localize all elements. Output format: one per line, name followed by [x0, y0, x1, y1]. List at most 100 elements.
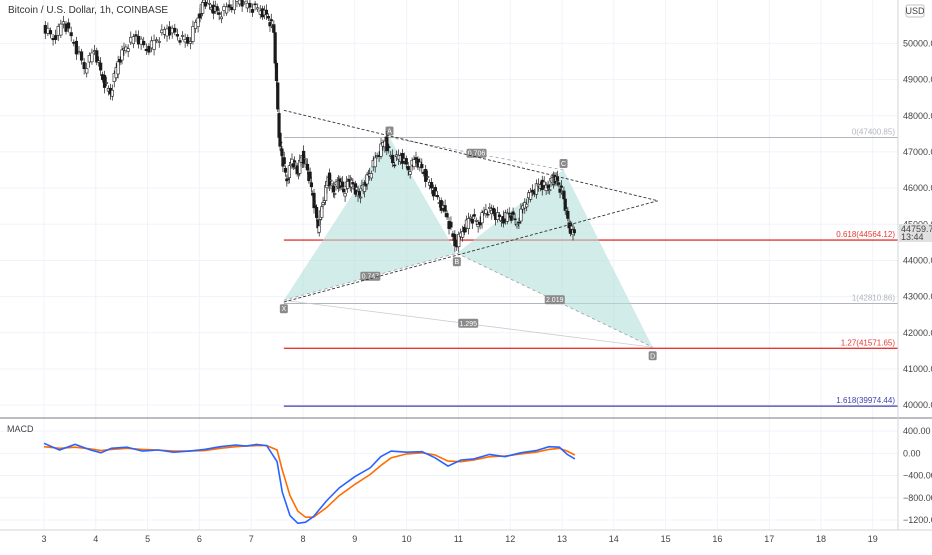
candle-body [449, 221, 453, 228]
triangle-upper-line [283, 109, 658, 202]
point-label: X [281, 306, 286, 313]
candle-body [534, 183, 539, 195]
candle-body [227, 4, 231, 8]
x-tick-label: 19 [868, 534, 878, 544]
current-price-value: 44759.78 [901, 224, 932, 234]
candle-body [486, 213, 490, 216]
candle-body [102, 74, 107, 88]
candle-body [492, 207, 496, 214]
candle-body [474, 219, 478, 222]
candle-body [429, 182, 434, 189]
candle-body [136, 35, 141, 45]
x-tick-label: 12 [505, 534, 515, 544]
candle-body [280, 148, 284, 156]
x-tick-label: 4 [93, 534, 98, 544]
candle-body [272, 24, 276, 33]
point-badge [648, 351, 657, 361]
candle-body [118, 59, 122, 63]
candle-body [420, 163, 424, 169]
candle-body [393, 164, 397, 167]
candle-body [77, 51, 81, 54]
candle-body [274, 62, 279, 81]
candle-body [116, 61, 120, 75]
candle-body [331, 185, 336, 193]
ratio-badge [466, 148, 487, 158]
candle-body [515, 223, 519, 227]
candle-body [478, 221, 482, 226]
macd-pane [43, 442, 576, 525]
x-tick-label: 15 [661, 534, 671, 544]
candle-body [196, 17, 200, 27]
candle-body [564, 208, 569, 211]
x-tick-label: 18 [816, 534, 826, 544]
candle-body [85, 68, 89, 74]
candle-body [248, 2, 252, 8]
candle-body [443, 205, 447, 212]
candle-body [424, 168, 428, 182]
current-price-tag [899, 223, 932, 242]
point-label: D [650, 353, 655, 360]
candle-body [406, 166, 410, 171]
candles [43, 0, 576, 253]
candle-body [175, 34, 179, 37]
candle-body [519, 208, 523, 222]
macd-line [43, 442, 576, 525]
x-tick-label: 6 [197, 534, 202, 544]
candle-body [426, 176, 430, 178]
candle-body [142, 40, 146, 46]
candle-body [351, 182, 355, 185]
candle-body [120, 49, 124, 61]
candle-body [476, 223, 480, 228]
candle-body [67, 22, 71, 29]
ratio-label: 0.706 [468, 151, 486, 158]
ratio-badge [544, 295, 565, 305]
price-tick-label: 48000.00 [903, 111, 932, 121]
candle-body [466, 218, 471, 229]
candle-body [391, 154, 395, 164]
candle-body [453, 234, 457, 247]
point-label: C [561, 161, 566, 168]
candle-body [97, 60, 101, 63]
x-tick-label: 7 [249, 534, 254, 544]
candle-body [373, 157, 377, 168]
candle-body [90, 52, 94, 63]
point-label: B [455, 259, 460, 266]
candle-body [165, 28, 169, 37]
candle-body [314, 206, 319, 218]
candle-body [256, 7, 260, 10]
price-tick-label: 41000.00 [903, 364, 932, 374]
candle-body [72, 42, 76, 44]
point-badge [279, 304, 288, 314]
candle-body [303, 158, 307, 160]
candle-body [472, 214, 476, 217]
pattern-xab [283, 137, 457, 301]
candle-body [385, 136, 389, 152]
candle-body [139, 38, 143, 45]
candle-body [435, 195, 439, 198]
candle-body [305, 163, 310, 171]
candle-body [572, 229, 576, 234]
x-tick-label: 11 [454, 534, 463, 544]
candle-body [329, 179, 333, 182]
ratio-label: 1.295 [459, 321, 477, 328]
candle-body [230, 6, 234, 11]
candle-body [56, 26, 60, 36]
candle-body [173, 27, 177, 33]
ratio-badge [360, 271, 381, 281]
candle-body [291, 163, 295, 168]
candle-body [157, 41, 161, 43]
candle-body [548, 189, 552, 192]
candle-body [461, 231, 465, 238]
candle-body [369, 173, 373, 179]
currency-badge[interactable] [905, 4, 925, 18]
candle-body [245, 2, 249, 9]
candle-body [470, 218, 474, 224]
candle-body [129, 36, 133, 43]
signal-line [43, 444, 576, 518]
candle-body [266, 15, 270, 19]
candle-body [186, 36, 190, 44]
candle-body [268, 22, 272, 27]
candle-body [217, 12, 221, 15]
